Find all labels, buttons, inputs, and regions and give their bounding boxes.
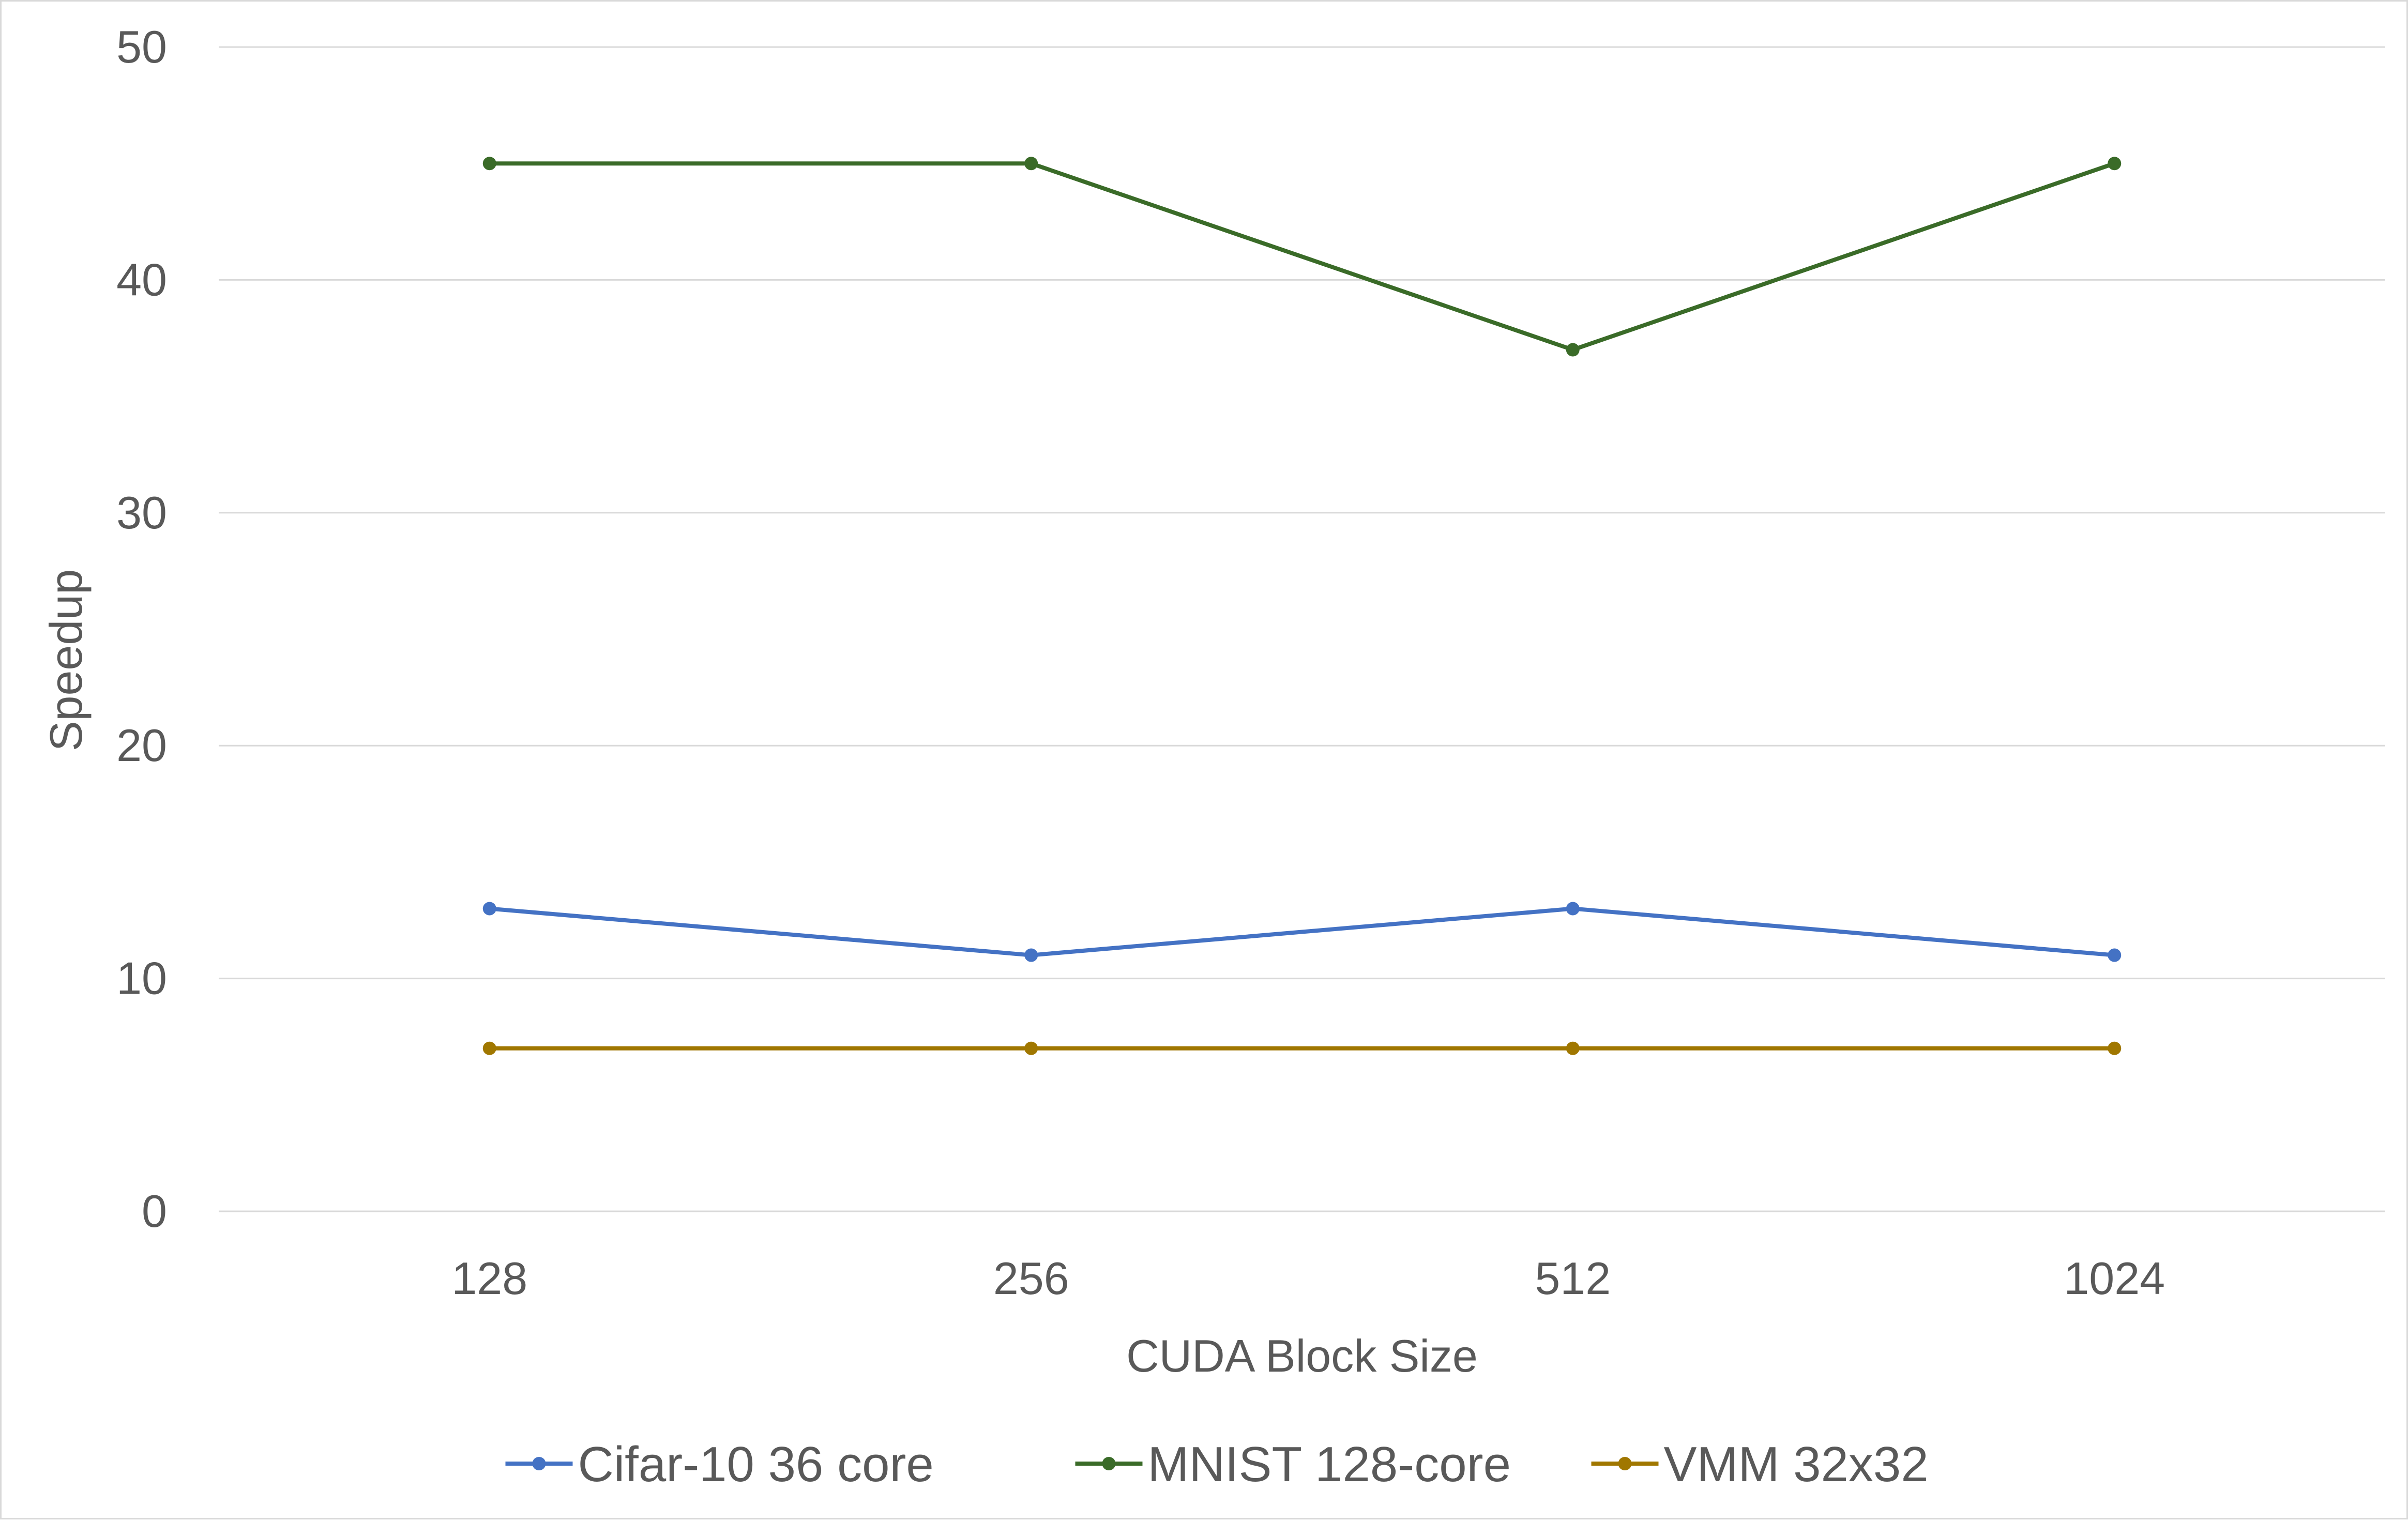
data-point [1566, 902, 1580, 916]
y-tick-label: 30 [116, 487, 167, 538]
x-tick-label: 256 [993, 1253, 1069, 1304]
legend-swatch-marker [532, 1457, 546, 1470]
x-axis-title: CUDA Block Size [1126, 1330, 1478, 1381]
x-tick-label: 512 [1535, 1253, 1611, 1304]
data-point [482, 902, 496, 916]
x-axis-ticks: 128 256 512 1024 [451, 1253, 2165, 1304]
legend-label: MNIST 128-core [1148, 1437, 1511, 1492]
gridlines [219, 46, 2385, 1212]
data-point [2108, 157, 2122, 171]
legend: Cifar-10 36 core MNIST 128-core VMM 32x32 [505, 1437, 1929, 1492]
series-lines [482, 157, 2122, 1055]
y-tick-label: 50 [116, 21, 167, 72]
legend-item-1: MNIST 128-core [1075, 1437, 1511, 1492]
x-tick-label: 128 [451, 1253, 527, 1304]
data-point [2108, 1041, 2122, 1055]
y-tick-label: 10 [116, 953, 167, 1004]
legend-label: VMM 32x32 [1664, 1437, 1929, 1492]
legend-label: Cifar-10 36 core [578, 1437, 934, 1492]
data-point [1024, 157, 1038, 171]
x-tick-label: 1024 [2064, 1253, 2165, 1304]
y-axis-title: Speedup [40, 569, 92, 751]
legend-item-0: Cifar-10 36 core [505, 1437, 934, 1492]
data-point [1566, 1041, 1580, 1055]
data-point [1024, 948, 1038, 962]
data-point [1024, 1041, 1038, 1055]
legend-swatch-marker [1618, 1457, 1632, 1470]
legend-item-2: VMM 32x32 [1591, 1437, 1929, 1492]
series-1 [482, 157, 2122, 357]
data-point [482, 157, 496, 171]
y-tick-label: 20 [116, 720, 167, 771]
data-point [2108, 948, 2122, 962]
data-point [1566, 343, 1580, 357]
y-axis-ticks: 0 10 20 30 40 50 [116, 21, 167, 1237]
y-tick-label: 0 [142, 1185, 167, 1237]
series-0 [482, 902, 2122, 962]
series-2 [482, 1041, 2122, 1055]
y-tick-label: 40 [116, 254, 167, 305]
series-line [487, 161, 2117, 352]
data-point [482, 1041, 496, 1055]
legend-swatch-marker [1102, 1457, 1116, 1470]
series-line [487, 906, 2117, 957]
